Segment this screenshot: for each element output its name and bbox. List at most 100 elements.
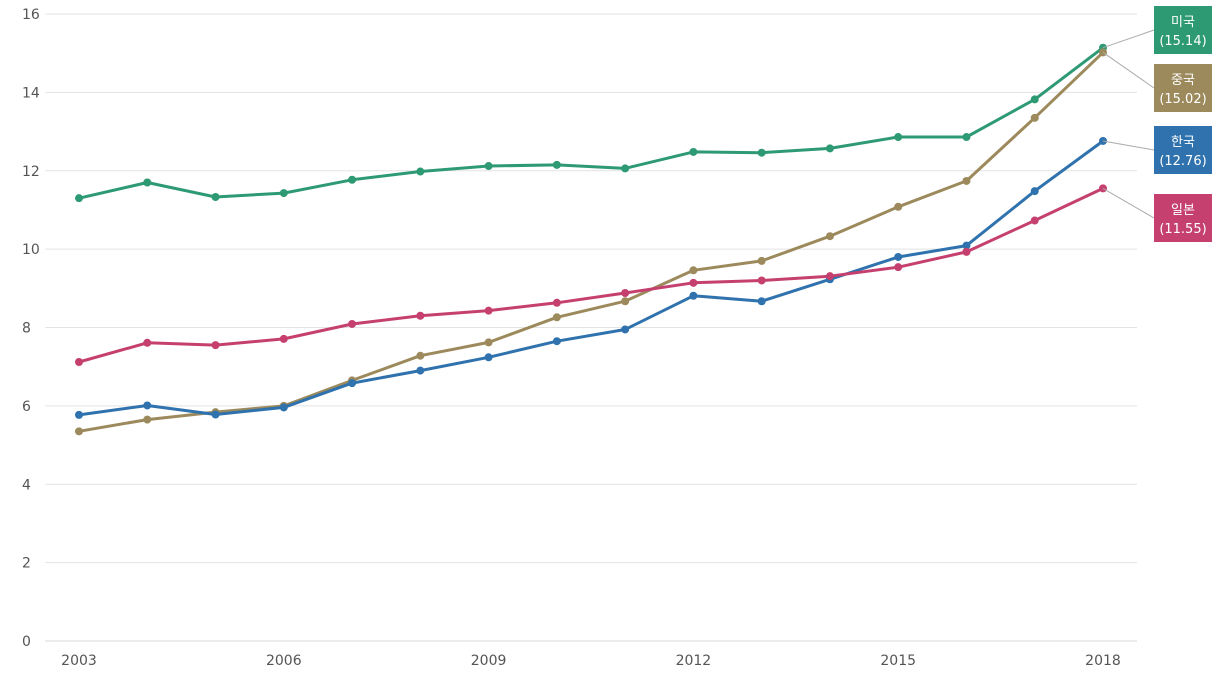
data-point-korea (552, 337, 561, 346)
data-point-usa (962, 133, 971, 142)
data-point-korea (621, 325, 630, 334)
data-point-japan (143, 338, 152, 347)
data-point-china (484, 338, 493, 347)
y-tick-label: 12 (22, 164, 40, 180)
data-point-japan (825, 272, 834, 281)
y-tick-label: 4 (22, 477, 31, 493)
data-point-china (416, 351, 425, 360)
data-point-usa (211, 193, 220, 202)
grid-lines (45, 13, 1137, 642)
data-point-china (689, 266, 698, 275)
data-point-korea (279, 403, 288, 412)
data-point-korea (416, 366, 425, 375)
data-point-japan (552, 298, 561, 307)
y-tick-label: 8 (22, 321, 31, 337)
data-point-japan (416, 311, 425, 320)
series-china (75, 48, 1107, 436)
legend-name-usa: 미국 (1171, 15, 1195, 30)
legend-value-usa: (15.14) (1159, 34, 1206, 49)
series-line-usa (77, 46, 1105, 200)
leader-line-usa (1102, 29, 1155, 49)
series-line-japan (77, 186, 1105, 364)
legend-value-japan: (11.55) (1159, 222, 1206, 237)
data-point-china (143, 415, 152, 424)
x-tick-label: 2018 (1085, 653, 1121, 669)
label-box-japan (1154, 194, 1212, 242)
data-point-korea (962, 241, 971, 250)
series-usa (75, 43, 1107, 203)
x-tick-label: 2006 (266, 653, 302, 669)
data-point-korea (484, 353, 493, 362)
data-point-japan (279, 334, 288, 343)
data-point-japan (962, 247, 971, 256)
data-point-japan (894, 263, 903, 272)
data-point-japan (75, 357, 83, 366)
label-box-china (1154, 64, 1212, 112)
series-group (75, 43, 1107, 436)
data-point-china (1030, 113, 1039, 122)
y-tick-label: 2 (22, 556, 31, 572)
data-point-japan (484, 306, 493, 315)
data-point-usa (689, 147, 698, 156)
legend-name-korea: 한국 (1171, 135, 1195, 150)
data-point-korea (894, 252, 903, 261)
data-point-japan (348, 319, 357, 328)
y-tick-label: 16 (22, 7, 40, 23)
data-point-korea (757, 297, 766, 306)
data-point-usa (825, 144, 834, 153)
data-point-japan (211, 341, 220, 350)
legend-name-china: 중국 (1171, 73, 1195, 88)
label-box-usa (1154, 6, 1212, 54)
end-label-china: 중국 (15.02) (1102, 51, 1212, 112)
y-tick-label: 10 (22, 242, 40, 258)
leader-line-japan (1102, 187, 1155, 219)
data-point-china (757, 256, 766, 265)
data-point-usa (1030, 95, 1039, 104)
data-point-japan (689, 278, 698, 287)
legend-value-korea: (12.76) (1159, 154, 1206, 169)
leader-line-china (1102, 51, 1155, 89)
series-line-korea (77, 139, 1105, 417)
data-point-china (621, 297, 630, 306)
data-point-china (825, 232, 834, 241)
data-point-usa (348, 175, 357, 184)
data-point-china (75, 427, 83, 436)
x-tick-label: 2009 (471, 653, 507, 669)
data-point-korea (1030, 187, 1039, 196)
x-tick-label: 2012 (676, 653, 712, 669)
x-tick-label: 2003 (61, 653, 97, 669)
data-point-korea (75, 410, 83, 419)
data-point-japan (1030, 216, 1039, 225)
data-point-usa (484, 162, 493, 171)
data-point-usa (143, 178, 152, 187)
y-tick-label: 0 (22, 634, 31, 650)
y-tick-label: 6 (22, 399, 31, 415)
data-point-korea (211, 410, 220, 419)
data-point-korea (689, 291, 698, 300)
data-point-china (552, 313, 561, 322)
series-japan (75, 184, 1107, 366)
x-axis-ticks: 2003 2006 2009 2012 2015 2018 (61, 653, 1121, 669)
legend-value-china: (15.02) (1159, 92, 1206, 107)
data-point-usa (552, 160, 561, 169)
data-point-korea (143, 401, 152, 410)
y-tick-label: 14 (22, 85, 40, 101)
data-point-usa (279, 189, 288, 198)
series-line-china (77, 50, 1105, 433)
end-label-japan: 일본 (11.55) (1102, 187, 1212, 242)
x-tick-label: 2015 (880, 653, 916, 669)
data-point-usa (416, 167, 425, 176)
end-labels: 미국 (15.14) 중국 (15.02) 한국 (12.76) 일본 (11.55) (1102, 6, 1212, 242)
data-point-china (894, 202, 903, 211)
data-point-usa (894, 133, 903, 142)
legend-name-japan: 일본 (1171, 203, 1195, 218)
series-korea (75, 136, 1107, 419)
data-point-japan (757, 276, 766, 285)
data-point-usa (75, 194, 83, 203)
data-point-korea (348, 379, 357, 388)
end-label-korea: 한국 (12.76) (1102, 126, 1212, 174)
leader-line-korea (1102, 140, 1155, 151)
label-box-korea (1154, 126, 1212, 174)
data-point-usa (621, 164, 630, 173)
